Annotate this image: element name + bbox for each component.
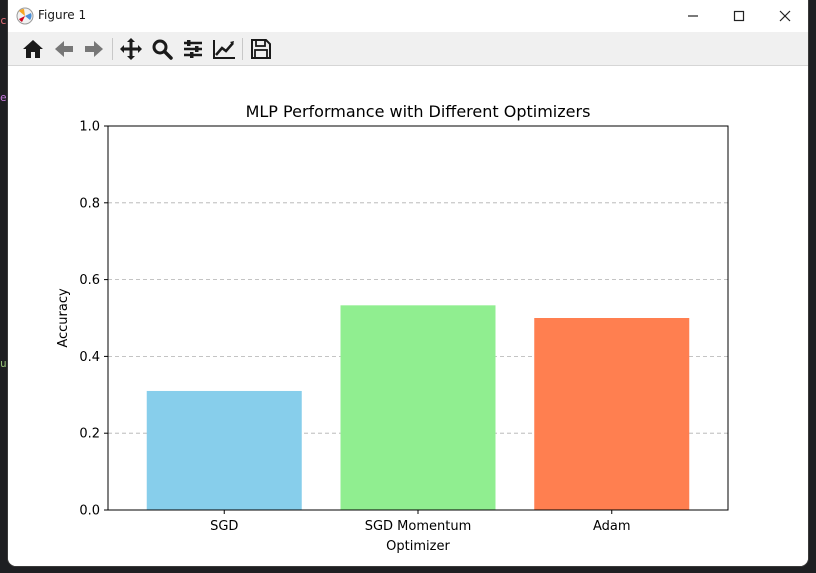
edit-axis-icon bbox=[213, 40, 235, 59]
background-code-char: u bbox=[0, 357, 7, 370]
back-button[interactable] bbox=[51, 36, 77, 62]
minimize-icon bbox=[688, 15, 698, 17]
bar-sgd bbox=[146, 390, 302, 510]
close-icon bbox=[779, 10, 791, 22]
figure-canvas[interactable]: 0.0 0.2 0.4 0.6 0.8 1.0 SGD SGD Momentum Adam ML… bbox=[8, 66, 808, 566]
forward-button[interactable] bbox=[81, 36, 107, 62]
maximize-button[interactable] bbox=[716, 0, 762, 32]
back-arrow-icon bbox=[55, 41, 73, 57]
home-icon bbox=[23, 40, 43, 58]
background-editor-strip: c e u bbox=[0, 0, 10, 573]
zoom-button[interactable] bbox=[149, 36, 175, 62]
configure-subplots-button[interactable] bbox=[180, 36, 206, 62]
y-tick-label: 0.0 bbox=[79, 504, 100, 519]
minimize-button[interactable] bbox=[670, 0, 716, 32]
bar-chart: 0.0 0.2 0.4 0.6 0.8 1.0 SGD SGD Momentum Adam ML… bbox=[56, 102, 729, 554]
ticks: 0.0 0.2 0.4 0.6 0.8 1.0 SGD SGD Momentum Adam bbox=[79, 120, 630, 535]
x-tick-label: SGD bbox=[210, 519, 238, 534]
save-figure-button[interactable] bbox=[248, 36, 274, 62]
pan-button[interactable] bbox=[118, 36, 144, 62]
configure-subplots-icon bbox=[184, 40, 202, 58]
y-tick-label: 0.6 bbox=[79, 273, 100, 288]
navigation-toolbar bbox=[8, 32, 808, 66]
y-tick-label: 0.8 bbox=[79, 196, 100, 211]
forward-arrow-icon bbox=[85, 41, 103, 57]
y-tick-label: 0.4 bbox=[79, 350, 100, 365]
background-code-char: e bbox=[0, 91, 7, 104]
maximize-icon bbox=[733, 10, 745, 22]
zoom-magnifier-icon bbox=[152, 39, 173, 60]
figure-window: Figure 1 bbox=[8, 0, 808, 566]
chart-title: MLP Performance with Different Optimizer… bbox=[246, 102, 591, 121]
background-code-char: c bbox=[0, 14, 7, 27]
y-axis-label: Accuracy bbox=[56, 288, 71, 348]
y-tick-label: 0.2 bbox=[79, 427, 100, 442]
x-tick-label: SGD Momentum bbox=[365, 519, 472, 534]
x-tick-label: Adam bbox=[593, 519, 631, 534]
matplotlib-app-icon bbox=[16, 7, 34, 25]
pan-move-icon bbox=[120, 38, 142, 60]
toolbar-separator bbox=[242, 38, 243, 60]
y-tick-label: 1.0 bbox=[79, 120, 100, 135]
save-figure-icon bbox=[251, 39, 271, 59]
x-axis-label: Optimizer bbox=[386, 539, 450, 554]
bar-adam bbox=[534, 318, 690, 510]
window-title: Figure 1 bbox=[38, 8, 87, 22]
toolbar-separator bbox=[112, 38, 113, 60]
title-bar[interactable]: Figure 1 bbox=[8, 0, 808, 32]
bars bbox=[146, 305, 690, 510]
edit-axis-button[interactable] bbox=[211, 36, 237, 62]
home-button[interactable] bbox=[20, 36, 46, 62]
close-button[interactable] bbox=[762, 0, 808, 32]
bar-sgd-momentum bbox=[340, 305, 496, 510]
